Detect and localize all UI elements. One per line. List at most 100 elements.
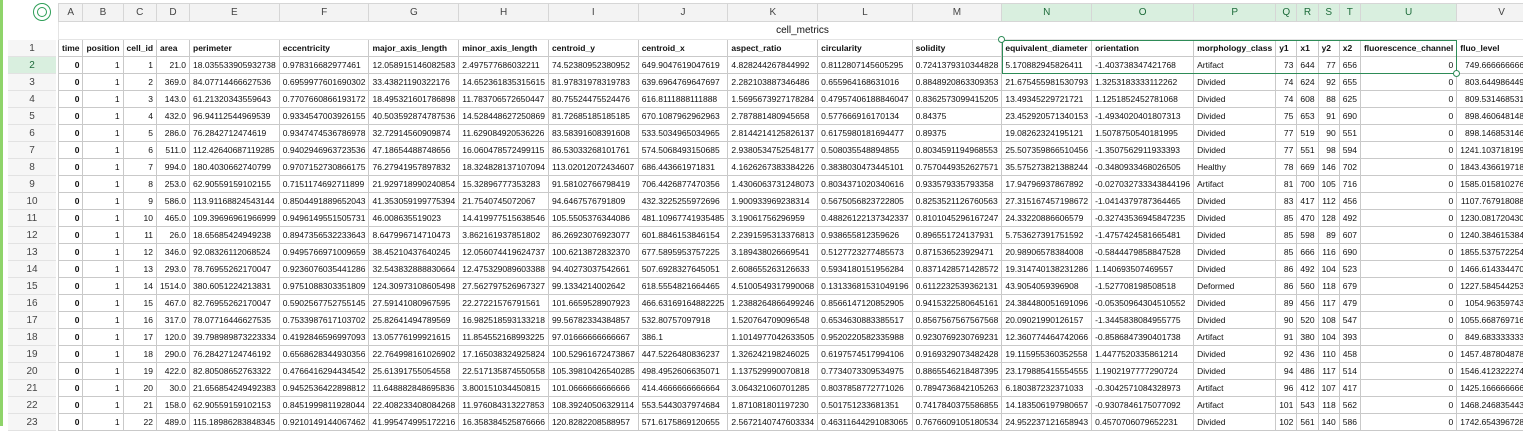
- data-cell[interactable]: 140: [1318, 414, 1339, 431]
- data-cell[interactable]: 1: [83, 142, 123, 159]
- data-cell[interactable]: 78.76955262170047: [190, 261, 280, 278]
- data-cell[interactable]: 117: [1318, 295, 1339, 312]
- data-cell[interactable]: 1: [83, 91, 123, 108]
- data-cell[interactable]: -0.05350964304510552: [1092, 295, 1194, 312]
- data-cell[interactable]: 116: [1318, 244, 1339, 261]
- data-cell[interactable]: 32.72914560909874: [369, 125, 459, 142]
- data-cell[interactable]: 498.4952606635071: [638, 363, 728, 380]
- data-cell[interactable]: 47.18654488748656: [369, 142, 459, 159]
- data-cell[interactable]: 492: [1339, 210, 1360, 227]
- data-cell[interactable]: 706.4426877470356: [638, 176, 728, 193]
- data-cell[interactable]: 670.1087962962963: [638, 108, 728, 125]
- data-cell[interactable]: 700: [1297, 176, 1318, 193]
- data-cell[interactable]: 105: [1318, 176, 1339, 193]
- row-number[interactable]: 7: [8, 142, 56, 159]
- data-cell[interactable]: 113.91168824543144: [190, 193, 280, 210]
- data-cell[interactable]: Artifact: [1194, 380, 1276, 397]
- data-cell[interactable]: 507.6928327645051: [638, 261, 728, 278]
- row-number[interactable]: 23: [8, 414, 56, 431]
- data-cell[interactable]: 11.629084920536226: [459, 125, 549, 142]
- data-cell[interactable]: 91: [1318, 108, 1339, 125]
- data-cell[interactable]: 89: [1318, 227, 1339, 244]
- row-number[interactable]: 15: [8, 278, 56, 295]
- data-cell[interactable]: 0: [1360, 295, 1456, 312]
- data-cell[interactable]: 0.8451999811928044: [279, 397, 369, 414]
- data-cell[interactable]: 0.9707152730866175: [279, 159, 369, 176]
- data-cell[interactable]: 0.5675056823722805: [818, 193, 912, 210]
- column-header-n[interactable]: N: [1002, 4, 1092, 22]
- data-cell[interactable]: 386.1: [638, 329, 728, 346]
- data-cell[interactable]: 0: [59, 108, 83, 125]
- data-cell[interactable]: 80.75524475524476: [548, 91, 638, 108]
- data-cell[interactable]: 146: [1318, 159, 1339, 176]
- row-number[interactable]: 13: [8, 244, 56, 261]
- data-cell[interactable]: 13: [123, 261, 156, 278]
- column-header-o[interactable]: O: [1092, 4, 1194, 22]
- data-cell[interactable]: 100.52961672473867: [548, 346, 638, 363]
- data-cell[interactable]: 14: [123, 278, 156, 295]
- data-cell[interactable]: 0: [59, 125, 83, 142]
- data-cell[interactable]: 18.035533905932738: [190, 57, 280, 74]
- data-cell[interactable]: 489.0: [157, 414, 190, 431]
- data-cell[interactable]: 0.501751233681351: [818, 397, 912, 414]
- data-cell[interactable]: 0.7676609105180534: [912, 414, 1002, 431]
- data-cell[interactable]: 11: [123, 227, 156, 244]
- data-cell[interactable]: 1468.2468354430378: [1457, 397, 1523, 414]
- column-header-m[interactable]: M: [912, 4, 1002, 22]
- data-cell[interactable]: 677.5895953757225: [638, 244, 728, 261]
- data-cell[interactable]: Divided: [1194, 210, 1276, 227]
- column-header-b[interactable]: B: [83, 4, 123, 22]
- data-cell[interactable]: 666: [1297, 244, 1318, 261]
- column-header-l[interactable]: L: [818, 4, 912, 22]
- data-cell[interactable]: 118: [1318, 397, 1339, 414]
- data-cell[interactable]: 96.94112544969539: [190, 108, 280, 125]
- data-cell[interactable]: 13.05776199921615: [369, 329, 459, 346]
- data-cell[interactable]: 158.0: [157, 397, 190, 414]
- data-cell[interactable]: 849.6833333333333: [1457, 329, 1523, 346]
- data-cell[interactable]: 562: [1339, 397, 1360, 414]
- data-cell[interactable]: 1241.1037181996087: [1457, 142, 1523, 159]
- data-cell[interactable]: 417: [1297, 193, 1318, 210]
- data-cell[interactable]: 88: [1318, 91, 1339, 108]
- data-cell[interactable]: 101.0666666666666: [548, 380, 638, 397]
- data-cell[interactable]: 1: [83, 397, 123, 414]
- data-cell[interactable]: 0.871536523929471: [912, 244, 1002, 261]
- data-cell[interactable]: 653: [1297, 108, 1318, 125]
- data-cell[interactable]: 1.4477520335861214: [1092, 346, 1194, 363]
- data-cell[interactable]: Artifact: [1194, 57, 1276, 74]
- header-cell[interactable]: eccentricity: [279, 40, 369, 57]
- data-cell[interactable]: 598: [1297, 227, 1318, 244]
- data-cell[interactable]: 702: [1339, 159, 1360, 176]
- data-cell[interactable]: 486: [1297, 363, 1318, 380]
- data-cell[interactable]: 1055.6687697160883: [1457, 312, 1523, 329]
- data-cell[interactable]: 0.8362573099415205: [912, 91, 1002, 108]
- data-cell[interactable]: 4: [123, 108, 156, 125]
- data-cell[interactable]: -0.3042571084328973: [1092, 380, 1194, 397]
- data-cell[interactable]: 432.0: [157, 108, 190, 125]
- data-cell[interactable]: 112: [1318, 193, 1339, 210]
- data-cell[interactable]: 8.647996714710473: [369, 227, 459, 244]
- data-cell[interactable]: 6.180387232371033: [1002, 380, 1092, 397]
- data-cell[interactable]: 90: [1318, 125, 1339, 142]
- data-cell[interactable]: 2.5672140747603334: [728, 414, 818, 431]
- selection-handle-top-left[interactable]: [998, 36, 1005, 43]
- data-cell[interactable]: 41.353059199775394: [369, 193, 459, 210]
- data-cell[interactable]: Healthy: [1194, 159, 1276, 176]
- data-cell[interactable]: 0.508035548894855: [818, 142, 912, 159]
- header-cell[interactable]: cell_id: [123, 40, 156, 57]
- data-cell[interactable]: 61.21320343559643: [190, 91, 280, 108]
- data-cell[interactable]: 11.648882848695836: [369, 380, 459, 397]
- data-cell[interactable]: 0.6568628344930356: [279, 346, 369, 363]
- data-cell[interactable]: 0.6175980181694477: [818, 125, 912, 142]
- data-cell[interactable]: 0: [59, 363, 83, 380]
- data-cell[interactable]: 0.9415322580645161: [912, 295, 1002, 312]
- data-cell[interactable]: 561: [1297, 414, 1318, 431]
- header-cell[interactable]: morphology_class: [1194, 40, 1276, 57]
- data-cell[interactable]: 0.896551724137931: [912, 227, 1002, 244]
- data-cell[interactable]: 0: [1360, 346, 1456, 363]
- data-cell[interactable]: 98: [1318, 142, 1339, 159]
- column-header-d[interactable]: D: [157, 4, 190, 22]
- data-cell[interactable]: 16.982518593133218: [459, 312, 549, 329]
- data-cell[interactable]: 898.1468531468531: [1457, 125, 1523, 142]
- data-cell[interactable]: 12.475329089603388: [459, 261, 549, 278]
